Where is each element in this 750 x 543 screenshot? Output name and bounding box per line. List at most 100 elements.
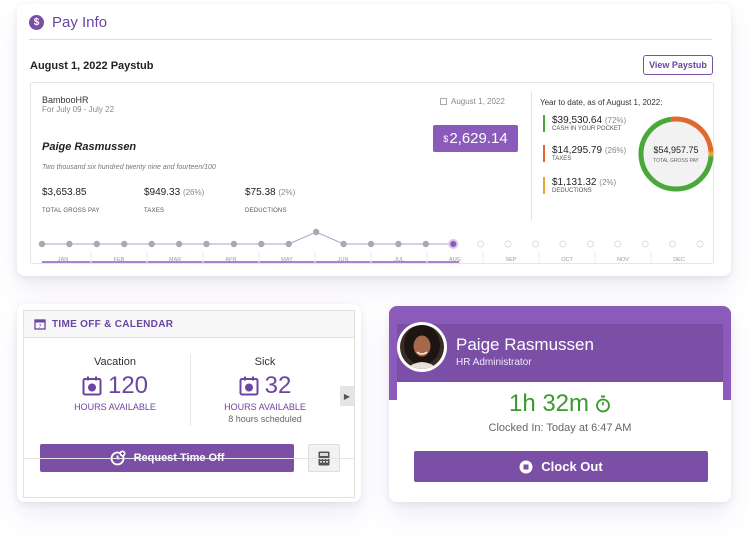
clock-employee-role: HR Administrator	[456, 357, 532, 368]
paystub-dot[interactable]	[121, 240, 128, 248]
ytd-cash-label: CASH IN YOUR POCKET	[552, 126, 622, 132]
deductions-amount: $75.38	[245, 187, 276, 198]
paystub-dot[interactable]	[532, 240, 539, 248]
avatar-photo	[400, 325, 444, 369]
paystub-dot[interactable]	[641, 240, 649, 248]
month-label: MAR	[169, 257, 181, 263]
donut-label: TOTAL GROSS PAY	[653, 158, 699, 164]
stopwatch-icon	[596, 395, 610, 413]
company-name: BambooHR	[42, 95, 89, 105]
month-label: MAY	[281, 257, 293, 263]
clock-out-label: Clock Out	[541, 459, 603, 474]
paystub-timeline[interactable]: JAN FEB MAR APR MAY JUN JUL AUG SEP OCT NOV DEC	[31, 227, 715, 265]
time-off-header: 7 TIME OFF & CALENDAR	[23, 310, 355, 338]
paystub-dot[interactable]	[285, 240, 292, 248]
net-pay-currency: $	[443, 133, 449, 144]
month-label: NOV	[617, 257, 629, 263]
next-arrow-button[interactable]: ▶	[340, 386, 354, 406]
ytd-cash-value: $39,530.64	[552, 115, 603, 126]
ytd-cash-percent: (72%)	[604, 116, 627, 125]
sick-calendar-icon	[239, 376, 259, 396]
svg-text:7: 7	[39, 324, 42, 330]
paystub-panel: BambooHR For July 09 - July 22 August 1,…	[30, 82, 714, 264]
paystub-title: August 1, 2022 Paystub	[30, 60, 154, 72]
paystub-dot[interactable]	[422, 240, 430, 248]
paystub-dot[interactable]	[614, 240, 622, 248]
paystub-dot[interactable]	[477, 240, 485, 248]
paystub-dot[interactable]	[696, 240, 704, 248]
ytd-deductions-label: DEDUCTIONS	[552, 188, 592, 194]
chevron-right-icon: ▶	[343, 391, 351, 401]
vacation-hours: 120	[40, 372, 190, 400]
paystub-dot[interactable]	[395, 240, 402, 248]
clocked-in-status: Clocked In: Today at 6:47 AM	[488, 422, 632, 434]
ytd-deductions-value: $1,131.32	[552, 177, 597, 188]
paystub-dot[interactable]	[258, 240, 265, 248]
paystub-dot[interactable]	[312, 228, 320, 236]
vacation-hours-label: HOURS AVAILABLE	[74, 402, 156, 412]
paystub-dot[interactable]	[230, 240, 238, 248]
ytd-divider	[531, 91, 532, 221]
donut-slice-cash	[638, 116, 714, 192]
stop-icon	[519, 460, 533, 473]
paystub-dot[interactable]	[203, 240, 210, 248]
month-label: JUL	[394, 257, 404, 263]
view-paystub-button[interactable]: View Paystub	[643, 55, 713, 75]
net-pay-amount: 2,629.14	[449, 130, 508, 147]
taxes-label: TAXES	[144, 208, 165, 214]
sick-type: Sick	[254, 356, 276, 368]
net-pay-badge: $2,629.14	[433, 125, 518, 152]
sick-hours-label: HOURS AVAILABLE	[224, 402, 306, 412]
month-label: JUN	[338, 257, 349, 263]
paystub-dot[interactable]	[367, 240, 375, 248]
sick-scheduled: 8 hours scheduled	[228, 414, 302, 424]
paystub-dot[interactable]	[175, 240, 183, 248]
ytd-cash: $39,530.64 (72%) CASH IN YOUR POCKET	[543, 115, 626, 132]
month-label: APR	[225, 257, 236, 263]
month-label: JAN	[58, 257, 68, 263]
paystub-dot[interactable]	[66, 240, 73, 248]
pay-info-header: $ Pay Info	[29, 14, 107, 31]
calendar-icon: 7	[34, 319, 46, 330]
sick-balance: Sick 32 HOURS AVAILABLE 8 hours schedule…	[190, 356, 340, 424]
paystub-dot[interactable]	[586, 240, 594, 248]
month-label: FEB	[114, 257, 125, 263]
paystub-dot[interactable]	[38, 240, 46, 248]
pay-info-card: $ Pay Info August 1, 2022 Paystub View P…	[17, 4, 731, 276]
pay-info-title: Pay Info	[52, 14, 108, 31]
paystub-date-text: August 1, 2022	[451, 97, 505, 106]
clock-employee-name: Paige Rasmussen	[456, 335, 594, 354]
balance-divider	[190, 354, 191, 426]
time-clock-card: Paige Rasmussen HR Administrator 1h 32m …	[389, 306, 731, 502]
gross-amount: $3,653.85	[42, 187, 87, 198]
deductions-value: $75.38 (2%)	[245, 187, 295, 198]
deductions-percent: (2%)	[278, 188, 296, 197]
vacation-type: Vacation	[94, 356, 136, 368]
month-label: OCT	[561, 257, 573, 263]
clock-out-button[interactable]: Clock Out	[414, 451, 708, 482]
taxes-amount: $949.33	[144, 187, 181, 198]
vacation-hours-value: 120	[107, 372, 149, 399]
month-label: DEC	[673, 257, 685, 263]
deductions-label: DEDUCTIONS	[245, 208, 287, 214]
paystub-dot[interactable]	[93, 240, 101, 248]
ytd-deductions-percent: (2%)	[599, 178, 617, 187]
paystub-dot[interactable]	[504, 240, 512, 248]
ytd-donut-chart: $54,957.75 TOTAL GROSS PAY	[638, 116, 714, 192]
paystub-dot[interactable]	[669, 240, 677, 248]
donut-total: $54,957.75	[653, 145, 698, 155]
employee-name: Paige Rasmussen	[42, 141, 137, 153]
taxes-value: $949.33 (26%)	[144, 187, 204, 198]
paystub-dot[interactable]	[448, 239, 459, 249]
sick-hours: 32	[190, 372, 340, 400]
paystub-dot[interactable]	[340, 240, 347, 248]
paystub-dot[interactable]	[148, 240, 155, 248]
time-off-card: 7 TIME OFF & CALENDAR Vacation 120 HOURS…	[17, 304, 361, 502]
paystub-dot[interactable]	[559, 240, 567, 248]
ytd-deductions: $1,131.32 (2%) DEDUCTIONS	[543, 177, 616, 194]
bottom-divider	[23, 458, 355, 459]
taxes-percent: (26%)	[182, 188, 205, 197]
amount-in-words: Two thousand six hundred twenty nine and…	[42, 164, 216, 171]
time-off-body: Vacation 120 HOURS AVAILABLE Sick	[23, 338, 355, 498]
paystub-date: August 1, 2022	[440, 97, 505, 106]
